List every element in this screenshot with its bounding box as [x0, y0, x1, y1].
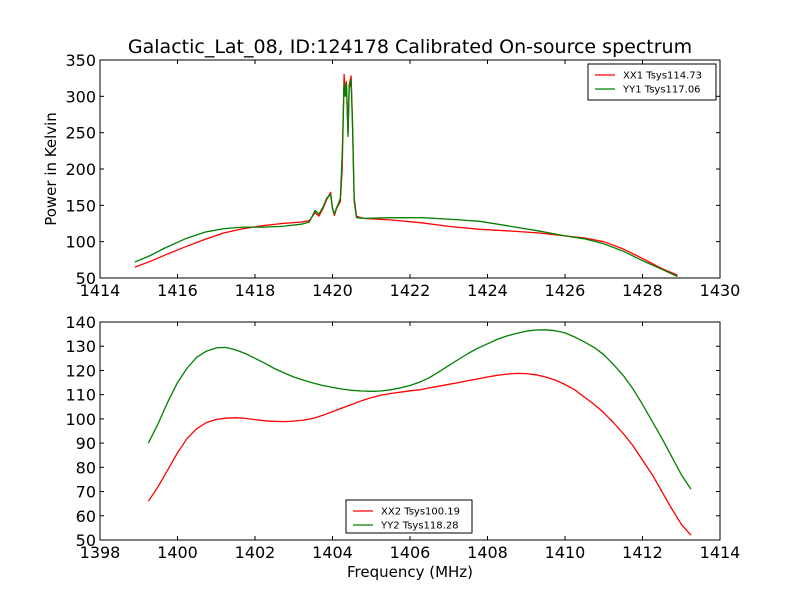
legend-entry: XX1 Tsys114.73	[623, 71, 702, 82]
y-tick-label: 200	[65, 160, 96, 179]
y-tick-label: 110	[65, 386, 96, 405]
y-tick-label: 250	[65, 124, 96, 143]
series-line-1-2	[134, 78, 678, 278]
y-tick-label: 50	[76, 269, 96, 288]
x-tick-label: 1426	[545, 281, 586, 300]
legend-box	[345, 499, 473, 534]
y-tick-label: 90	[76, 434, 96, 453]
x-tick-label: 1414	[700, 543, 741, 562]
x-tick-label: 1420	[312, 281, 353, 300]
y-axis-label: Power in Kelvin	[42, 112, 60, 226]
y-tick-label: 150	[65, 196, 96, 215]
x-tick-label: 1406	[390, 543, 431, 562]
x-tick-label: 1428	[622, 281, 663, 300]
legend-entry: XX2 Tsys100.19	[381, 507, 460, 518]
y-tick-label: 300	[65, 87, 96, 106]
x-tick-label: 1402	[235, 543, 276, 562]
y-tick-label: 140	[65, 313, 96, 332]
x-axis-label: Frequency (MHz)	[347, 563, 473, 581]
x-tick-label: 1410	[545, 543, 586, 562]
plot-1: 1414 1416 1418 1420 1422 1424 1426 1428 1430 50 10…	[65, 51, 740, 300]
y-tick-label: 80	[76, 458, 96, 477]
y-tick-label: 130	[65, 337, 96, 356]
y-tick-label: 100	[65, 410, 96, 429]
legend-box	[587, 63, 717, 101]
series-line-2-2	[147, 329, 692, 490]
series-line-2-1	[147, 372, 692, 536]
y-tick-label: 50	[76, 531, 96, 550]
x-tick-label: 1398	[80, 543, 121, 562]
y-tick-label: 100	[65, 233, 96, 252]
legend-entry: YY2 Tsys118.28	[380, 521, 459, 532]
plot-2: 1398 1400 1402 1404 1406 1408 1410 1412 1414 50 60…	[65, 313, 740, 562]
y-tick-label: 70	[76, 483, 96, 502]
legend: XX2 Tsys100.19 YY2 Tsys118.28	[345, 499, 473, 534]
x-tick-label: 1416	[157, 281, 198, 300]
y-tick-label: 350	[65, 51, 96, 70]
chart-title: Galactic_Lat_08, ID:124178 Calibrated On…	[128, 36, 692, 58]
x-tick-label: 1424	[467, 281, 508, 300]
x-tick-label: 1422	[390, 281, 431, 300]
legend-entry: YY1 Tsys117.06	[622, 85, 701, 96]
y-tick-label: 120	[65, 361, 96, 380]
x-tick-label: 1412	[622, 543, 663, 562]
x-tick-label: 1404	[312, 543, 353, 562]
series-line-1-1	[134, 73, 678, 276]
y-tick-label: 60	[76, 507, 96, 526]
legend: XX1 Tsys114.73 YY1 Tsys117.06	[587, 63, 717, 101]
x-tick-label: 1408	[467, 543, 508, 562]
x-tick-label: 1400	[157, 543, 198, 562]
x-tick-label: 1418	[235, 281, 276, 300]
x-tick-label: 1414	[80, 281, 121, 300]
x-tick-label: 1430	[700, 281, 741, 300]
